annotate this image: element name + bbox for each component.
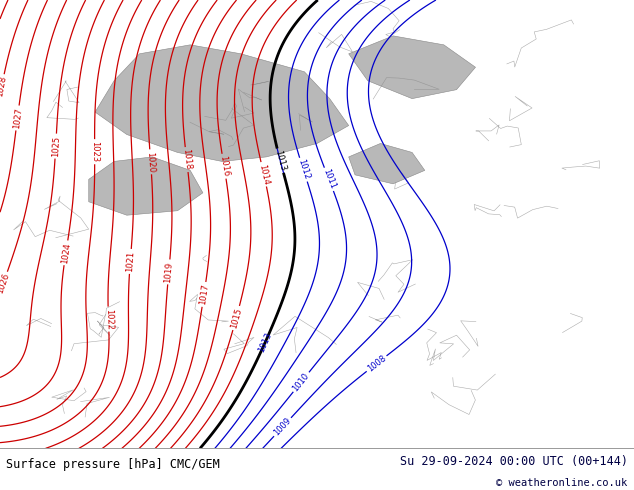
Text: © weatheronline.co.uk: © weatheronline.co.uk bbox=[496, 477, 628, 488]
PathPatch shape bbox=[349, 144, 425, 184]
Text: 1027: 1027 bbox=[11, 107, 23, 129]
Text: 1021: 1021 bbox=[125, 250, 136, 272]
Text: 1024: 1024 bbox=[60, 242, 72, 264]
Text: 1015: 1015 bbox=[229, 307, 243, 329]
Text: Su 29-09-2024 00:00 UTC (00+144): Su 29-09-2024 00:00 UTC (00+144) bbox=[399, 455, 628, 468]
Text: 1011: 1011 bbox=[321, 168, 337, 191]
Text: Surface pressure [hPa] CMC/GEM: Surface pressure [hPa] CMC/GEM bbox=[6, 458, 220, 471]
Text: 1028: 1028 bbox=[0, 75, 8, 98]
Text: 1016: 1016 bbox=[218, 155, 230, 177]
Text: 1022: 1022 bbox=[103, 309, 113, 330]
PathPatch shape bbox=[89, 157, 203, 215]
Text: 1008: 1008 bbox=[365, 354, 387, 373]
Text: 1026: 1026 bbox=[0, 272, 11, 295]
Text: 1020: 1020 bbox=[145, 151, 156, 172]
Text: 1025: 1025 bbox=[51, 135, 61, 157]
Text: 1017: 1017 bbox=[198, 283, 210, 306]
Text: 1010: 1010 bbox=[291, 371, 311, 393]
Text: 1014: 1014 bbox=[257, 163, 271, 186]
PathPatch shape bbox=[349, 36, 476, 98]
Text: 1018: 1018 bbox=[181, 148, 192, 171]
Text: 1013: 1013 bbox=[257, 330, 274, 353]
PathPatch shape bbox=[95, 45, 349, 161]
Text: 1019: 1019 bbox=[164, 261, 174, 283]
Text: 1023: 1023 bbox=[90, 141, 99, 162]
Text: 1009: 1009 bbox=[272, 416, 293, 438]
Text: 1012: 1012 bbox=[296, 158, 311, 181]
Text: 1013: 1013 bbox=[273, 149, 287, 172]
